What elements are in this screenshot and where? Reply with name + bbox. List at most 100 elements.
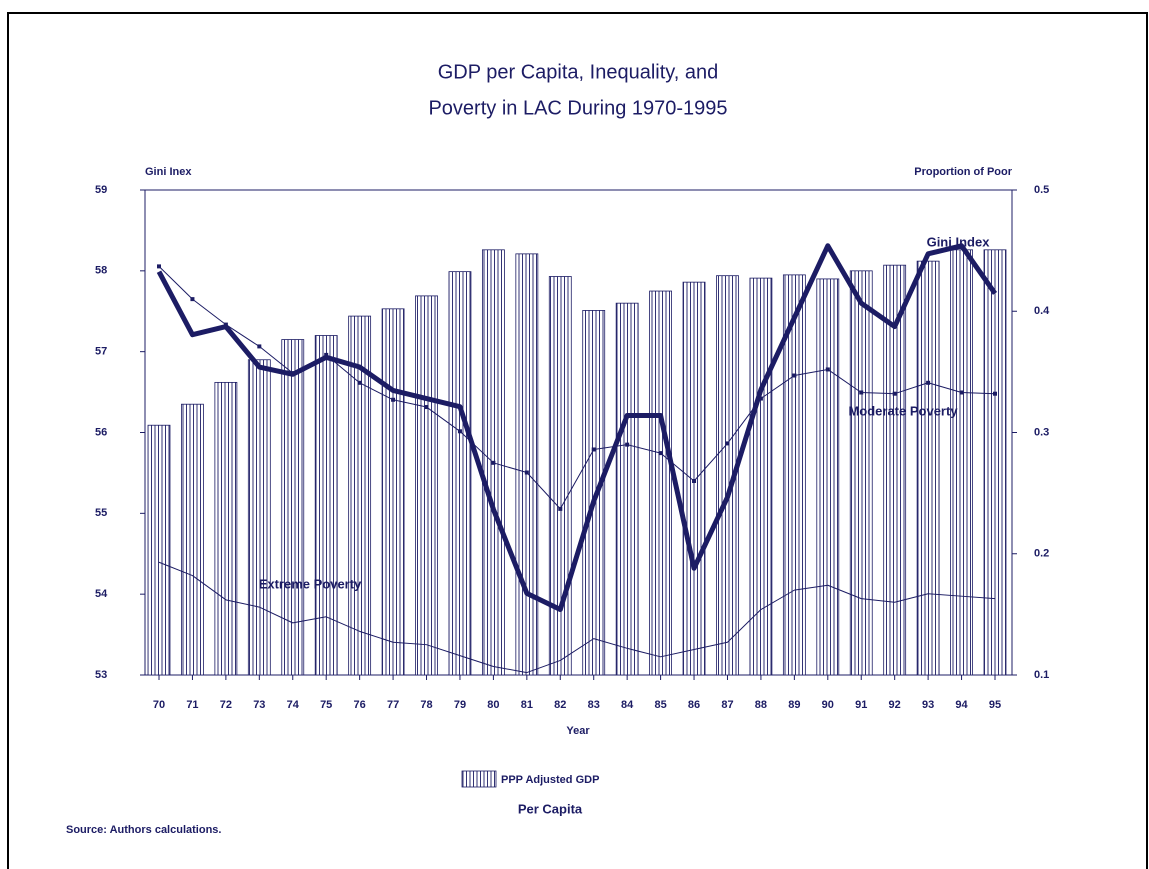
bar bbox=[582, 310, 606, 676]
x-tick-label: 88 bbox=[755, 699, 767, 711]
marker bbox=[993, 391, 997, 396]
marker bbox=[524, 470, 529, 475]
line bbox=[158, 266, 996, 510]
bar bbox=[181, 403, 204, 676]
bar bbox=[682, 281, 706, 676]
marker bbox=[959, 390, 964, 395]
series-annotation: Extreme Poverty bbox=[259, 576, 362, 591]
x-tick-label: 91 bbox=[855, 699, 867, 711]
bar bbox=[950, 249, 973, 676]
x-tick-label: 94 bbox=[955, 699, 968, 711]
marker bbox=[190, 297, 195, 302]
marker bbox=[625, 442, 630, 447]
legend-subtitle: Per Capita bbox=[518, 801, 583, 816]
marker bbox=[825, 367, 830, 372]
x-tick-label: 90 bbox=[822, 699, 834, 711]
bar bbox=[983, 249, 1007, 676]
y-tick-label: 56 bbox=[95, 426, 107, 438]
bar bbox=[281, 339, 305, 676]
x-tick-label: 79 bbox=[454, 699, 466, 711]
bar bbox=[247, 359, 271, 676]
marker bbox=[859, 390, 864, 395]
source-note: Source: Authors calculations. bbox=[66, 824, 221, 836]
x-tick-label: 83 bbox=[588, 699, 600, 711]
bar bbox=[816, 278, 840, 676]
legend-label: PPP Adjusted GDP bbox=[501, 774, 599, 786]
x-tick-label: 92 bbox=[889, 699, 901, 711]
y-tick-label: 54 bbox=[95, 588, 108, 600]
bar bbox=[615, 302, 639, 676]
x-tick-label: 77 bbox=[387, 699, 399, 711]
marker bbox=[758, 396, 763, 401]
bar bbox=[314, 335, 338, 676]
x-tick-label: 73 bbox=[253, 699, 265, 711]
bar bbox=[348, 315, 372, 676]
y2-tick-label: 0.1 bbox=[1034, 669, 1049, 681]
bar bbox=[147, 424, 171, 676]
y-axis-label: Gini Inex bbox=[145, 166, 192, 178]
bar bbox=[548, 276, 572, 676]
marker bbox=[926, 380, 931, 385]
x-tick-label: 95 bbox=[989, 699, 1001, 711]
marker bbox=[591, 447, 596, 452]
marker bbox=[157, 264, 161, 269]
x-axis-label: Year bbox=[566, 725, 590, 737]
legend-swatch bbox=[461, 770, 497, 788]
marker bbox=[491, 460, 496, 465]
y-tick-label: 53 bbox=[95, 669, 107, 681]
y2-tick-label: 0.5 bbox=[1034, 184, 1049, 196]
x-tick-label: 74 bbox=[287, 699, 300, 711]
line bbox=[156, 243, 998, 613]
plot-area bbox=[144, 189, 1013, 676]
series-annotation: Moderate Poverty bbox=[848, 403, 958, 418]
x-tick-label: 71 bbox=[186, 699, 198, 711]
marker bbox=[357, 380, 362, 385]
chart-title: Poverty in LAC During 1970-1995 bbox=[428, 97, 727, 119]
marker bbox=[324, 352, 329, 357]
bar bbox=[381, 308, 405, 676]
bar bbox=[515, 253, 539, 676]
x-tick-label: 89 bbox=[788, 699, 800, 711]
y2-tick-label: 0.3 bbox=[1034, 426, 1049, 438]
series-annotation: Gini Index bbox=[927, 234, 991, 249]
marker bbox=[792, 373, 797, 378]
x-tick-label: 76 bbox=[354, 699, 366, 711]
x-tick-label: 75 bbox=[320, 699, 332, 711]
bar bbox=[716, 275, 739, 676]
bar bbox=[916, 260, 940, 676]
marker bbox=[892, 391, 897, 396]
x-tick-label: 86 bbox=[688, 699, 700, 711]
marker bbox=[290, 371, 295, 376]
x-tick-label: 81 bbox=[521, 699, 533, 711]
x-tick-label: 93 bbox=[922, 699, 934, 711]
x-tick-label: 84 bbox=[621, 699, 634, 711]
x-tick-label: 87 bbox=[721, 699, 733, 711]
bar bbox=[849, 270, 873, 676]
y2-axis-label: Proportion of Poor bbox=[914, 166, 1012, 178]
y-tick-label: 59 bbox=[95, 184, 107, 196]
y2-tick-label: 0.4 bbox=[1034, 305, 1050, 317]
y-tick-label: 55 bbox=[95, 507, 107, 519]
x-tick-label: 82 bbox=[554, 699, 566, 711]
marker bbox=[457, 429, 462, 434]
marker bbox=[424, 405, 429, 410]
y-tick-label: 58 bbox=[95, 265, 107, 277]
line bbox=[158, 561, 996, 674]
marker bbox=[257, 344, 262, 349]
x-tick-label: 78 bbox=[420, 699, 432, 711]
marker bbox=[692, 479, 697, 483]
bar bbox=[749, 277, 773, 676]
frame bbox=[7, 12, 1148, 869]
chart-title: GDP per Capita, Inequality, and bbox=[438, 61, 719, 83]
bar bbox=[415, 295, 438, 676]
bar bbox=[649, 290, 672, 676]
bar bbox=[883, 264, 907, 676]
x-tick-label: 80 bbox=[487, 699, 499, 711]
marker bbox=[658, 451, 663, 456]
bar bbox=[214, 381, 238, 676]
x-tick-label: 85 bbox=[654, 699, 666, 711]
x-tick-label: 72 bbox=[220, 699, 232, 711]
x-tick-label: 70 bbox=[153, 699, 165, 711]
bar bbox=[448, 271, 472, 676]
